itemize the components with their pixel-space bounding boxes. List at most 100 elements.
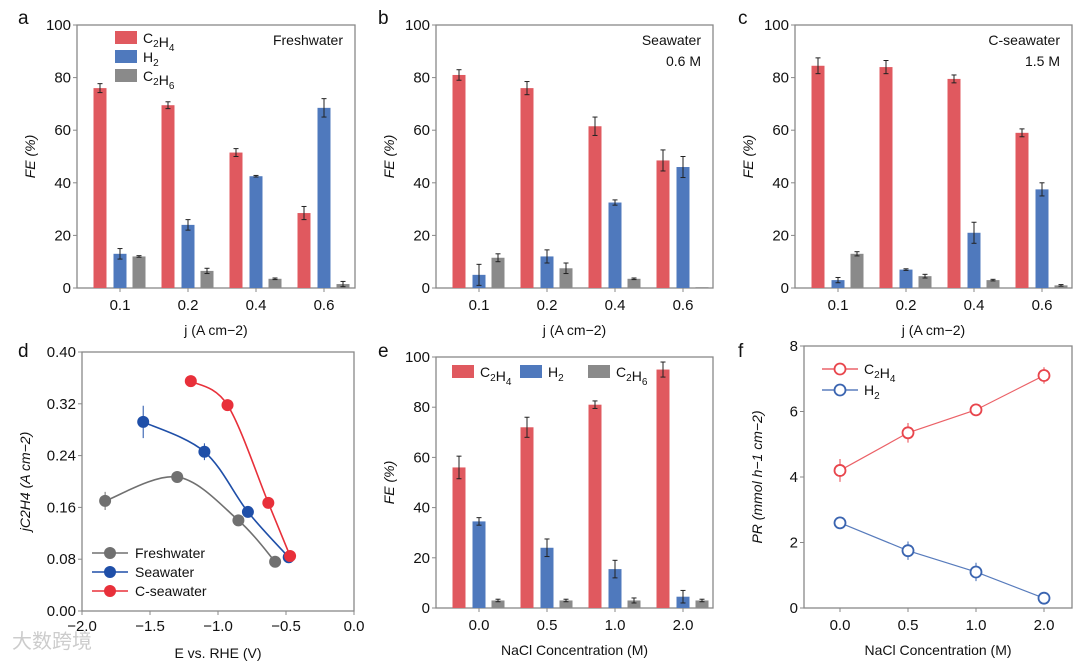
x-tick-label: 0.6 xyxy=(1032,297,1053,314)
y-tick-label: 2 xyxy=(790,535,798,552)
bar-c2h4 xyxy=(229,152,243,288)
y-tick-label: 0 xyxy=(790,600,798,617)
data-point-c-seawater xyxy=(221,399,234,412)
panel-letter-b: b xyxy=(378,8,389,29)
text-part: 2 xyxy=(874,391,880,402)
y-tick-label: 40 xyxy=(413,500,430,517)
x-tick-label: 0.4 xyxy=(605,297,626,314)
x-tick-label: −2.0 xyxy=(67,618,97,635)
y-tick-label: 60 xyxy=(54,122,71,139)
bar-h2 xyxy=(317,107,331,288)
y-tick-label: 0 xyxy=(63,280,71,297)
bar-c2h6 xyxy=(491,600,505,608)
legend-label: H2 xyxy=(548,364,564,384)
bar-c2h6 xyxy=(559,600,573,608)
x-tick-label: 0.2 xyxy=(178,297,199,314)
plot-frame xyxy=(435,24,714,289)
y-tick-label: 80 xyxy=(772,70,789,87)
legend-label: H2 xyxy=(864,382,880,402)
legend-marker xyxy=(104,566,116,578)
y-tick-label: 40 xyxy=(413,175,430,192)
y-tick-label: 0.00 xyxy=(47,603,76,620)
bar-h2 xyxy=(181,224,195,288)
y-tick-label: 60 xyxy=(772,122,789,139)
y-tick-label: 0.16 xyxy=(47,499,76,516)
x-axis-label: j (A cm−2) xyxy=(542,322,606,338)
panel-annotation: 0.6 M xyxy=(666,53,701,69)
y-tick-label: 60 xyxy=(413,122,430,139)
x-tick-label: 0.1 xyxy=(469,297,490,314)
y-tick-label: 80 xyxy=(413,70,430,87)
y-tick-label: 20 xyxy=(413,550,430,567)
data-point-c-seawater xyxy=(184,375,197,388)
y-axis-label: jC2H4 (A cm−2) xyxy=(17,432,33,533)
y-tick-label: 20 xyxy=(413,227,430,244)
bar-c2h4 xyxy=(520,88,534,289)
text-part: 2 xyxy=(490,373,496,384)
bar-c2h6 xyxy=(627,600,641,608)
panel-annotation: Seawater xyxy=(642,32,701,48)
legend-label: C2H4 xyxy=(864,361,896,385)
x-tick-label: 0.5 xyxy=(898,617,919,634)
data-point-c2h4 xyxy=(833,464,847,477)
bar-c2h4 xyxy=(656,160,670,288)
y-axis-label: PR (mmol h−1 cm−2) xyxy=(749,410,765,543)
text-part: C xyxy=(143,30,153,46)
x-tick-label: 2.0 xyxy=(1034,617,1055,634)
bar-c2h6 xyxy=(268,278,282,288)
legend-label: C2H4 xyxy=(143,30,175,54)
x-axis-label: j (A cm−2) xyxy=(901,322,965,338)
bar-c2h6 xyxy=(850,253,864,288)
legend-marker xyxy=(833,362,847,376)
data-point-c2h4 xyxy=(1037,369,1051,382)
text-part: 4 xyxy=(890,374,896,385)
bar-c2h4 xyxy=(947,78,961,288)
data-point-h2 xyxy=(969,565,983,579)
x-tick-label: 0.2 xyxy=(537,297,558,314)
legend-label: C2H6 xyxy=(616,364,648,388)
bar-h2 xyxy=(608,202,622,288)
data-point-freshwater xyxy=(232,514,245,527)
x-tick-label: 2.0 xyxy=(673,617,694,634)
data-point-seawater xyxy=(198,445,211,458)
text-part: H xyxy=(496,368,506,384)
text-part: H xyxy=(548,364,558,380)
y-tick-label: 100 xyxy=(46,17,71,34)
legend-marker xyxy=(104,547,116,559)
x-tick-label: 0.0 xyxy=(344,618,365,635)
plot-frame xyxy=(435,356,714,609)
series-line-c2h4 xyxy=(839,374,1045,471)
data-point-c2h4 xyxy=(901,426,915,440)
y-tick-label: 0.24 xyxy=(47,448,76,465)
text-part: 2 xyxy=(153,58,159,69)
y-tick-label: 0 xyxy=(422,600,430,617)
y-tick-label: 0.32 xyxy=(47,396,76,413)
text-part: H xyxy=(159,72,169,88)
x-tick-label: 0.6 xyxy=(314,297,335,314)
bar-h2 xyxy=(540,547,554,608)
y-tick-label: 0.40 xyxy=(47,344,76,361)
legend-marker xyxy=(104,585,116,597)
y-axis-label: FE (%) xyxy=(740,135,756,179)
y-tick-label: 100 xyxy=(764,17,789,34)
bar-h2 xyxy=(831,280,845,288)
y-tick-label: 40 xyxy=(54,175,71,192)
y-tick-label: 0.08 xyxy=(47,551,76,568)
x-tick-label: 0.1 xyxy=(110,297,131,314)
x-tick-label: 0.6 xyxy=(673,297,694,314)
text-part: H xyxy=(143,49,153,65)
bar-h2 xyxy=(967,232,981,288)
text-part: H xyxy=(159,34,169,50)
x-tick-label: −1.5 xyxy=(135,618,165,635)
text-part: 6 xyxy=(642,377,648,388)
text-part: 2 xyxy=(153,39,159,50)
text-part: C xyxy=(480,364,490,380)
y-tick-label: 20 xyxy=(54,227,71,244)
plot-frame xyxy=(794,24,1073,289)
legend-swatch xyxy=(520,365,542,378)
y-axis-label: FE (%) xyxy=(381,135,397,179)
bar-c2h4 xyxy=(452,74,466,288)
text-part: H xyxy=(864,382,874,398)
x-tick-label: 0.4 xyxy=(964,297,985,314)
text-part: 2 xyxy=(626,373,632,384)
